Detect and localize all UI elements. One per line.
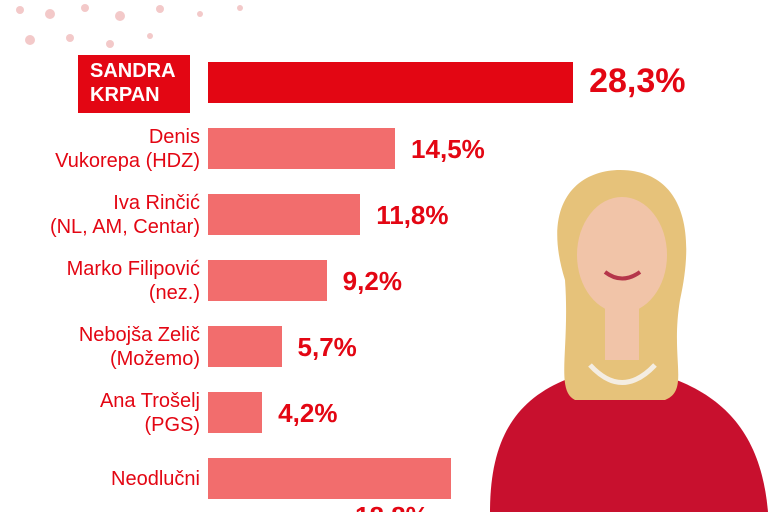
bar xyxy=(208,392,263,433)
bar xyxy=(208,194,361,235)
value-label: 28,3% xyxy=(589,62,686,100)
category-label: Denis Vukorepa (HDZ) xyxy=(55,125,200,172)
bar xyxy=(208,62,574,103)
bar xyxy=(208,326,282,367)
candidate-photo xyxy=(490,170,768,512)
value-label: 5,7% xyxy=(297,332,357,362)
category-label: Iva Rinčić (NL, AM, Centar) xyxy=(49,191,200,238)
category-label: Marko Filipović (nez.) xyxy=(66,257,200,304)
dot-pattern xyxy=(16,4,243,48)
value-label: 14,5% xyxy=(411,134,485,164)
category-label: Ana Trošelj (PGS) xyxy=(99,389,200,436)
value-label: 11,8% xyxy=(376,200,449,230)
value-label: 9,2% xyxy=(342,266,402,296)
bar xyxy=(208,128,396,169)
bar xyxy=(208,260,327,301)
bar xyxy=(208,458,451,499)
value-label: 18,8% xyxy=(355,501,429,512)
category-label: SANDRA KRPAN xyxy=(78,55,190,113)
value-label: 4,2% xyxy=(278,398,338,428)
category-label: Neodlučni xyxy=(111,467,200,490)
category-label: Nebojša Zelič (Možemo) xyxy=(78,323,200,370)
